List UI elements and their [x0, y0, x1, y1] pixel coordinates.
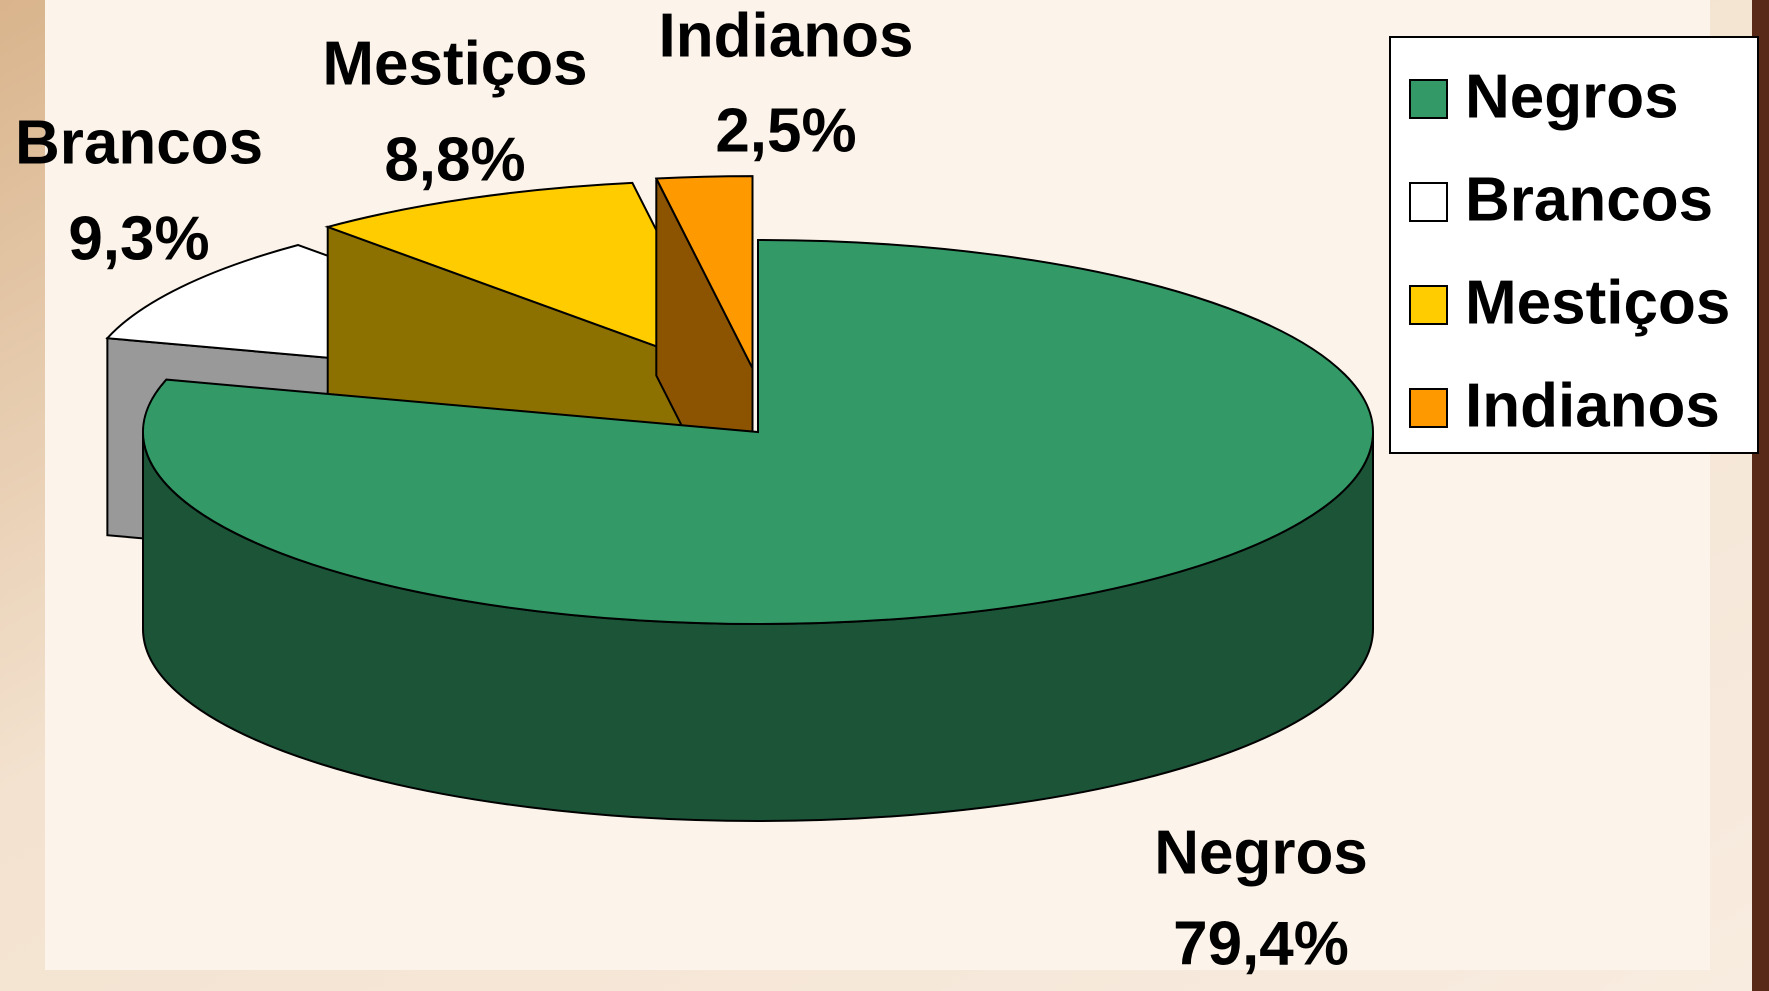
legend: Negros Brancos Mestiços Indianos [1389, 36, 1759, 454]
slice-label: Indianos [659, 1, 914, 70]
value-label: 9,3% [68, 204, 209, 273]
legend-label: Negros [1465, 62, 1679, 131]
slice [324, 181, 731, 375]
value-label: 8,8% [384, 125, 525, 194]
legend-label: Indianos [1465, 371, 1720, 440]
legend-label: Mestiços [1465, 268, 1730, 337]
value-label: 79,4% [1173, 909, 1349, 978]
legend-swatch [1409, 285, 1448, 325]
legend-swatch [1409, 388, 1448, 428]
slice-label: Negros [1154, 818, 1368, 887]
legend-swatch [1409, 79, 1448, 119]
legend-swatch [1409, 182, 1448, 222]
slice-label: Mestiços [322, 29, 587, 98]
value-label: 2,5% [715, 96, 856, 165]
slice-label: Brancos [15, 108, 263, 177]
slice [654, 175, 754, 369]
legend-label: Brancos [1465, 165, 1713, 234]
legend-box [1389, 36, 1759, 454]
slice [142, 238, 1374, 625]
